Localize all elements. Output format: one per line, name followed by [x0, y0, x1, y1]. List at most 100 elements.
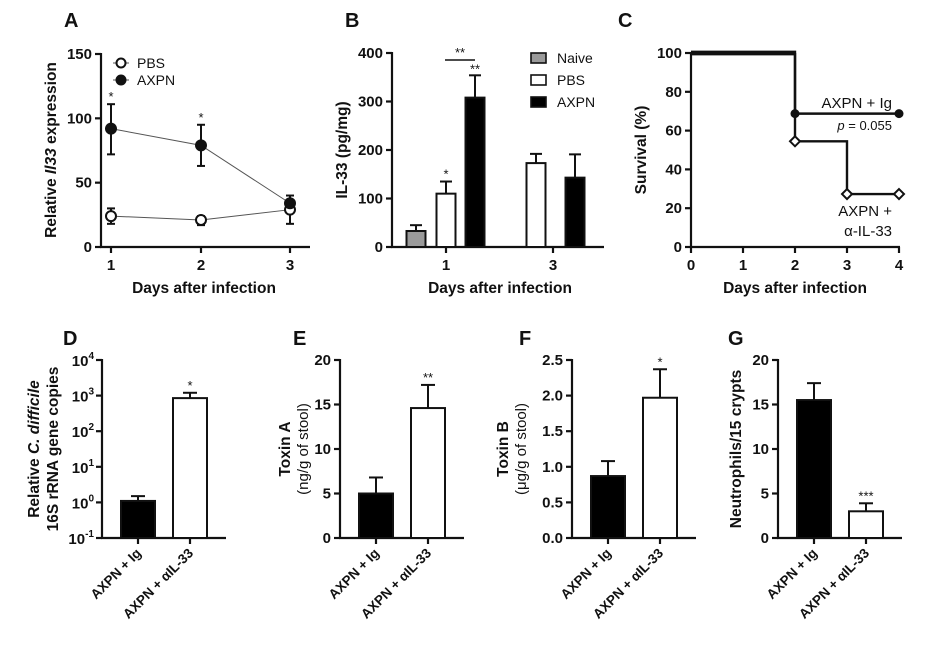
panel-f-y-axis-title-line2: (μg/g of stool) — [513, 403, 530, 495]
panel-b-legend-label: PBS — [557, 72, 585, 88]
panel-c-marker-open-diamond — [840, 187, 854, 201]
panel-a-y-axis-title-part: Relative — [43, 174, 60, 238]
panel-c-y-tick-label: 40 — [665, 161, 682, 178]
panel-d-y-tick-base: 10 — [72, 424, 89, 441]
panel-b-y-tick-label: 0 — [375, 239, 383, 256]
panel-b-y-axis-title: IL-33 (pg/mg) — [334, 101, 351, 198]
panel-a-y-tick-label: 150 — [67, 46, 92, 63]
panel-d-y-tick-label: 100 — [72, 493, 95, 512]
panel-g-significance: *** — [858, 488, 873, 503]
panel-d-bar-anti-il33 — [172, 397, 208, 540]
panel-a-x-tick-label: 2 — [197, 257, 205, 274]
panel-c-label-ig: AXPN + Ig — [822, 95, 892, 112]
panel-d-y-tick-label: 101 — [72, 458, 95, 477]
panel-d-y-tick-exponent: 3 — [88, 387, 94, 398]
panel-d-y-axis-title-part: Relative — [26, 454, 43, 518]
panel-a-y-tick-label: 0 — [84, 239, 92, 256]
panel-e-y-tick-label: 5 — [323, 486, 331, 503]
panel-e-y-tick-label: 20 — [314, 352, 331, 369]
panel-e-y-axis-title-line2: (ng/g of stool) — [295, 403, 312, 495]
panel-b-bar-pbs — [435, 192, 457, 248]
panel-a-legend-marker — [115, 57, 127, 69]
panel-d-y-tick-base: 10 — [72, 389, 89, 406]
panel-label-a: A — [64, 10, 78, 32]
panel-c-y-tick-label: 100 — [657, 45, 682, 62]
panel-f-y-axis-title-line1: Toxin B — [495, 421, 512, 477]
panel-f-x-tick-label: AXPN + Ig — [558, 546, 614, 602]
panel-c-x-tick-label: 1 — [739, 257, 747, 274]
panel-c-marker-filled-circle — [790, 109, 800, 119]
panel-f-y-tick-label: 2.0 — [542, 388, 563, 405]
panel-b-legend-swatch — [530, 74, 547, 86]
panel-b-bar-pbs — [525, 162, 547, 248]
panel-c-chart: 0 20 40 60 80 100 0 1 2 3 4 Days after infection Sur… — [633, 45, 906, 297]
panel-e-y-axis-title-line1: Toxin A — [277, 421, 294, 476]
panel-a-point-pbs — [105, 210, 117, 223]
panel-d-y-tick-base: 10 — [72, 460, 89, 477]
panel-g-y-axis-title: Neutrophils/15 crypts — [728, 370, 745, 529]
panel-a-y-axis-title: Relative Il33 expression — [43, 62, 60, 238]
panel-d-y-tick-exponent: -1 — [85, 529, 94, 540]
panel-d-significance: * — [187, 378, 192, 393]
panel-a-x-axis-title: Days after infection — [132, 280, 276, 297]
panel-g-y-tick-label: 5 — [761, 486, 769, 503]
panel-c-p-value: p = 0.055 — [836, 118, 892, 133]
panel-g-y-tick-label: 20 — [752, 352, 769, 369]
panel-b-bar-naive — [405, 229, 427, 248]
panel-d-y-tick-base: 10 — [72, 495, 89, 512]
panel-d-y-tick-base: 10 — [72, 353, 89, 370]
panel-e-significance: ** — [423, 370, 433, 385]
panel-b-significance: ** — [455, 45, 465, 60]
panel-d-y-axis-title-part: C. difficile — [26, 380, 43, 454]
panel-c-marker-filled-circle — [894, 109, 904, 119]
panel-a-x-tick-label: 1 — [107, 257, 115, 274]
panel-e-bar-anti-il33 — [410, 407, 446, 539]
panel-f-y-tick-label: 1.5 — [542, 423, 563, 440]
panel-f-significance: * — [657, 354, 662, 369]
panel-c-survival-curve — [691, 53, 899, 196]
panel-a-legend-label: PBS — [137, 55, 165, 71]
panel-c-x-tick-label: 2 — [791, 257, 799, 274]
panel-f-y-tick-label: 1.0 — [542, 459, 563, 476]
panel-a-y-tick-label: 50 — [75, 175, 92, 192]
panel-d-y-tick-exponent: 0 — [88, 493, 94, 504]
panel-c-x-tick-label: 4 — [895, 257, 904, 274]
panel-a-legend-label: AXPN — [137, 72, 175, 88]
panel-b-significance: ** — [470, 61, 480, 76]
panel-f-bar-anti-il33 — [642, 396, 678, 539]
panel-g-y-tick-label: 10 — [752, 441, 769, 458]
panel-label-c: C — [618, 10, 632, 32]
panel-g-y-tick-label: 15 — [752, 397, 769, 414]
panel-d-y-tick-exponent: 4 — [88, 351, 94, 362]
panel-a-point-axpn — [195, 139, 207, 152]
panel-g-bar-ig — [796, 399, 832, 539]
panel-a-y-axis-title-part: Il33 — [43, 148, 60, 174]
panel-c-x-tick-label: 0 — [687, 257, 695, 274]
panel-b-legend-label: AXPN — [557, 94, 595, 110]
panel-c-marker-open-diamond — [892, 187, 906, 201]
panel-c-p-value-symbol: p — [836, 118, 844, 133]
panel-d-bar-ig — [120, 499, 156, 539]
panel-b-x-tick-label: 1 — [442, 257, 450, 274]
panel-a-point-axpn — [284, 197, 296, 210]
panel-e-y-tick-label: 15 — [314, 397, 331, 414]
panel-b-x-tick-label: 3 — [549, 257, 557, 274]
panel-g-x-tick-label: AXPN + Ig — [764, 546, 820, 602]
panel-a-point-axpn — [105, 122, 117, 135]
panel-d-y-tick-exponent: 2 — [88, 422, 94, 433]
panel-b-x-axis-title: Days after infection — [428, 280, 572, 297]
panel-d-y-tick-label: 102 — [72, 422, 95, 441]
panel-b-y-tick-label: 100 — [358, 191, 383, 208]
panel-b-chart: 0 100 200 300 400 1 3 Days after infection IL-33… — [334, 45, 604, 297]
panel-e-x-tick-label: AXPN + Ig — [326, 546, 382, 602]
panel-a-x-tick-label: 3 — [286, 257, 294, 274]
panel-a-y-axis-title-part: expression — [43, 62, 60, 148]
panel-f-y-tick-label: 0.5 — [542, 494, 563, 511]
panel-a-significance: * — [198, 110, 203, 125]
panel-g-bar-anti-il33 — [848, 510, 884, 539]
panel-c-x-axis-title: Days after infection — [723, 280, 867, 297]
